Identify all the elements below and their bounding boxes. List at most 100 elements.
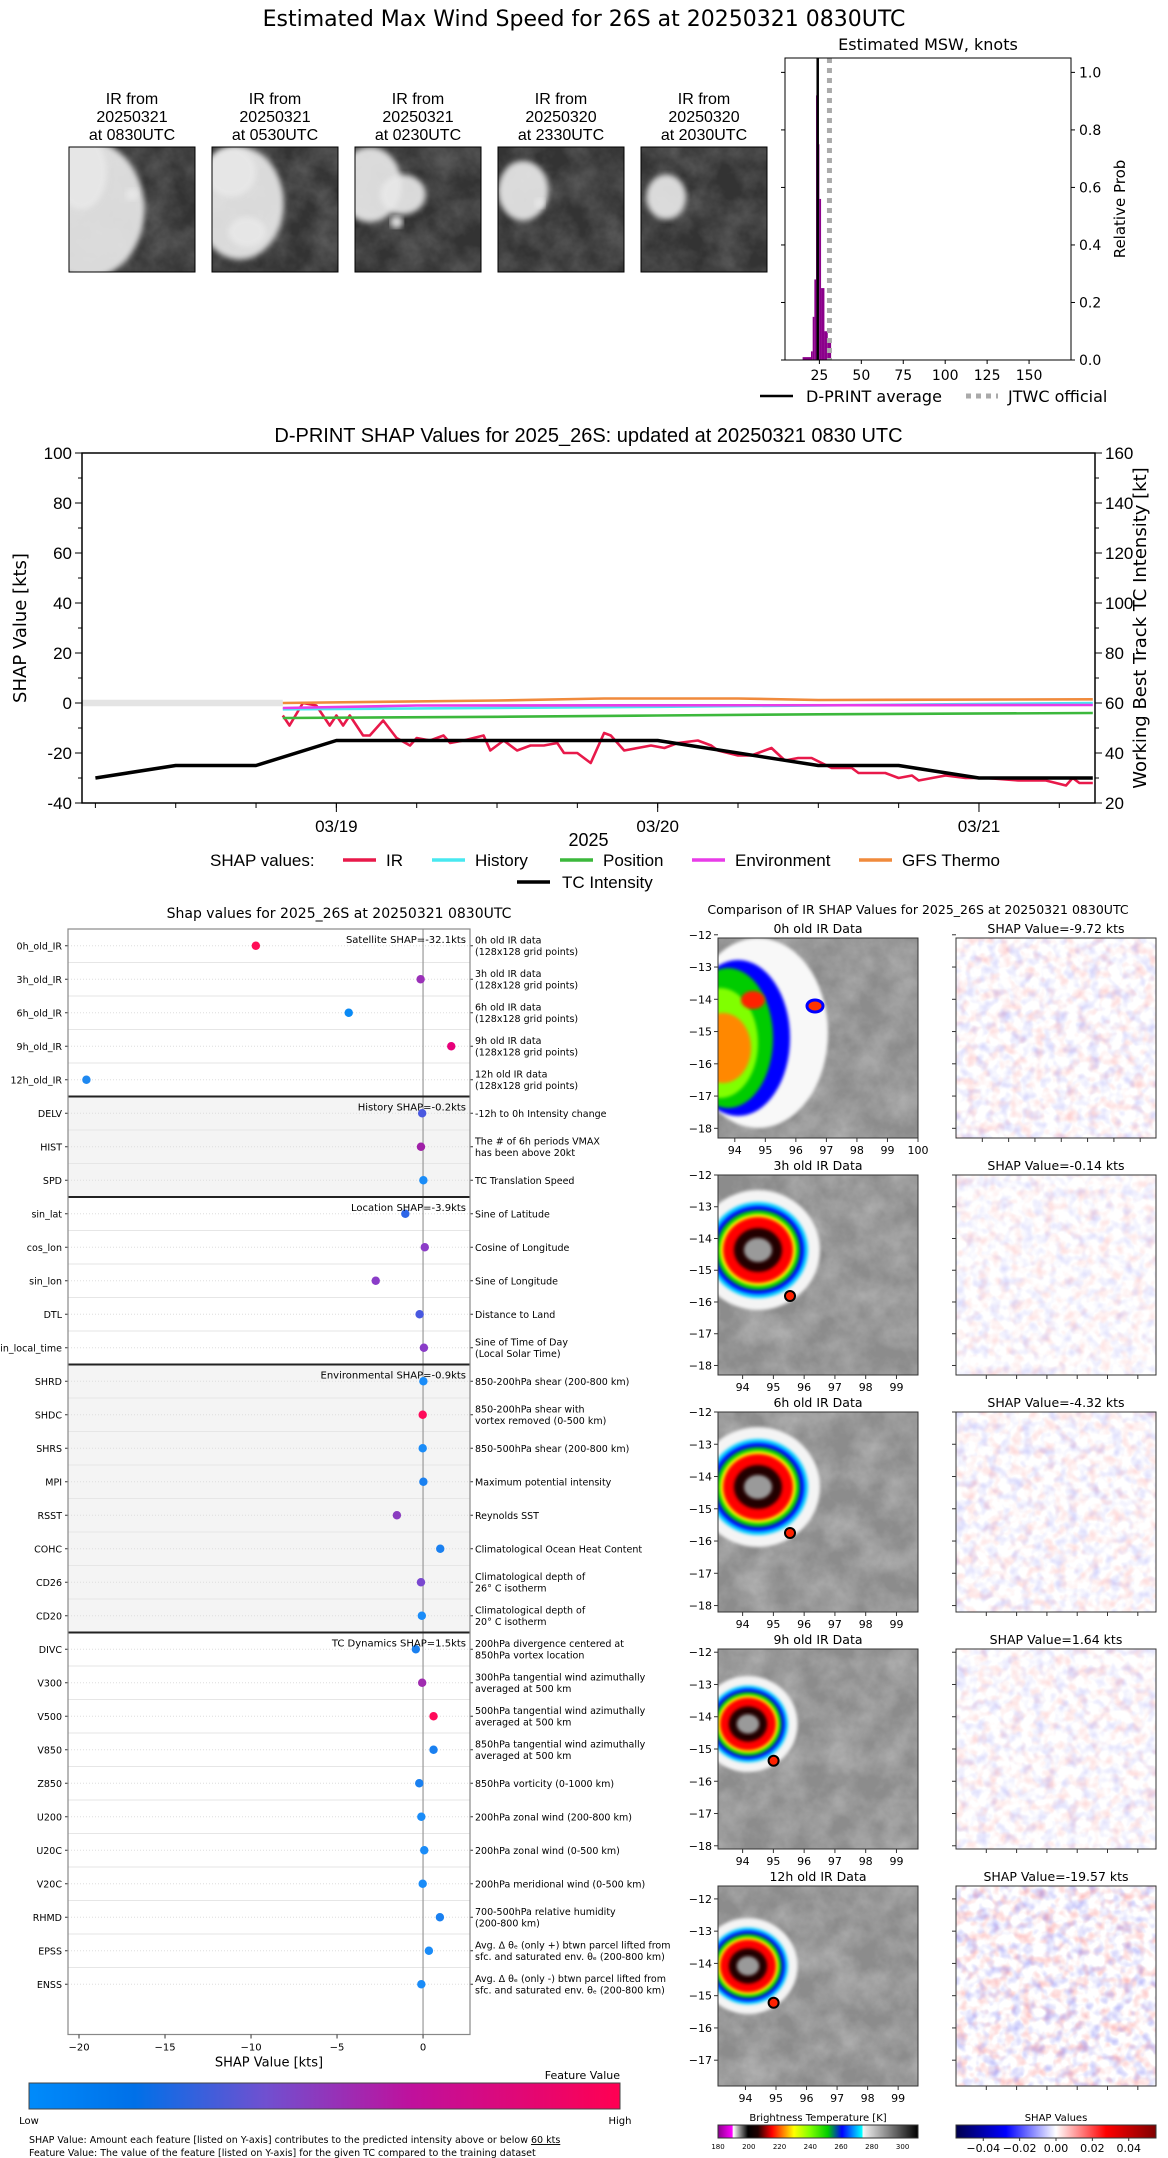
x-tick-label: 95 (766, 1855, 780, 1868)
shap-tick-label: −0.04 (966, 2142, 1000, 2155)
series-line-environment (282, 703, 1093, 710)
shap-colorbar-title: SHAP Values (1025, 2113, 1088, 2124)
ir-thumbnail (355, 147, 481, 272)
feature-dot (419, 1176, 428, 1185)
feature-label: RSST (38, 1511, 63, 1522)
y-tick-label: −12 (689, 929, 712, 942)
ir-image (718, 1649, 918, 1849)
histogram-bar (812, 316, 815, 360)
bt-tick-label: 200 (742, 2143, 755, 2151)
feature-description: 850-200hPa shear (200-800 km) (475, 1377, 629, 1388)
feature-dot (415, 1779, 424, 1788)
feature-label: 3h_old_IR (17, 975, 63, 986)
figure-title: Estimated Max Wind Speed for 26S at 2025… (263, 7, 906, 32)
shap-negative (956, 1886, 1156, 2086)
feature-label: DELV (38, 1109, 63, 1120)
feature-label: SHRD (35, 1377, 62, 1388)
group-shap-label: Location SHAP=-3.9kts (351, 1203, 466, 1214)
y-tick-label: 0.2 (1079, 295, 1101, 311)
x-tick-label: 150 (1016, 368, 1043, 384)
feature-label: U200 (37, 1812, 62, 1823)
cloud-blob (534, 198, 545, 209)
feature-dot (417, 1980, 426, 1989)
x-tick-label: 94 (736, 1618, 750, 1631)
thumbnail-label: 20250320 (668, 109, 739, 126)
feature-dot (417, 1611, 427, 1620)
bt-colorbar (717, 2124, 919, 2139)
y-tick-label: -40 (47, 794, 72, 813)
shap-tick-label: 0.00 (1044, 2142, 1069, 2155)
thumbnail-label: IR from (392, 91, 444, 108)
x-tick-label: 94 (728, 1144, 742, 1157)
feature-description: (Local Solar Time) (475, 1349, 561, 1360)
cloud-top-contour (736, 1956, 760, 1976)
feature-dot (424, 1946, 434, 1955)
feature-description: 700-500hPa relative humidity (475, 1907, 616, 1918)
feature-description: TC Translation Speed (474, 1176, 574, 1187)
ir-panel-title: 3h old IR Data (773, 1158, 862, 1173)
feature-dot (420, 1846, 429, 1855)
shap-timeseries: D-PRINT SHAP Values for 2025_26S: update… (10, 425, 1151, 892)
series-line-position (282, 711, 1093, 720)
y-tick-label: −15 (689, 1743, 712, 1756)
histogram-bar (814, 279, 817, 360)
cloud-blob (212, 147, 257, 197)
x-tick-label: 99 (889, 1618, 903, 1631)
footnote-shap-link: 60 kts (531, 2135, 560, 2146)
x-tick-label: 95 (766, 1381, 780, 1394)
shap-map (956, 1175, 1156, 1375)
y-tick-label: −14 (689, 993, 712, 1006)
feature-description: Distance to Land (475, 1310, 555, 1321)
y-tick-label: −13 (689, 1201, 712, 1214)
y-tick-label: −13 (689, 961, 712, 974)
feature-dot (371, 1276, 380, 1285)
feature-description: 850-200hPa shear with (475, 1405, 585, 1416)
y-tick-label: 80 (53, 494, 72, 513)
feature-label: COHC (34, 1544, 62, 1555)
y-right-tick-label: 80 (1105, 644, 1124, 663)
feature-label: SHRS (36, 1444, 62, 1455)
x-tick-label: 03/19 (315, 817, 358, 836)
shap-frame (955, 937, 1157, 1139)
x-tick-label: 0 (420, 2043, 426, 2054)
thumbnail-frame (497, 146, 625, 273)
shap-panel-title: SHAP Value=-9.72 kts (987, 921, 1124, 936)
series-line-tc-intensity (95, 738, 1093, 780)
y-tick-label: −12 (689, 1406, 712, 1419)
legend-label: Environment (735, 851, 831, 870)
feature-description: 26° C isotherm (475, 1584, 547, 1595)
histogram-title: Estimated MSW, knots (838, 35, 1018, 54)
feature-label: sin_lat (31, 1209, 62, 1220)
thumbnail-label: at 2330UTC (518, 127, 604, 144)
y-right-tick-label: 60 (1105, 694, 1124, 713)
y-tick-label: −12 (689, 1646, 712, 1659)
y-tick-label: −14 (689, 1711, 712, 1724)
colorbar-title: Feature Value (545, 2069, 621, 2082)
y-tick-label: −17 (689, 1567, 712, 1580)
ir-image (718, 1886, 918, 2086)
shap-panel-title: SHAP Value=-0.14 kts (987, 1158, 1124, 1173)
y-tick-label: −18 (689, 1840, 712, 1853)
y-right-tick-label: 100 (1105, 594, 1133, 613)
feature-label: V500 (37, 1712, 62, 1723)
x-tick-label: 94 (736, 1381, 750, 1394)
y-tick-label: −15 (689, 1264, 712, 1277)
x-tick-label: 99 (880, 1144, 894, 1157)
y-tick-label: −16 (689, 1296, 712, 1309)
shap-map (956, 1412, 1156, 1612)
feature-dot (429, 1745, 438, 1754)
cloud-top-contour (718, 1013, 751, 1083)
feature-dot (417, 1812, 426, 1821)
thumbnail-label: at 0530UTC (232, 127, 318, 144)
feature-dot (416, 1578, 426, 1587)
feature-dot (411, 1645, 421, 1654)
x-tick-label: 94 (738, 2092, 752, 2105)
feature-dot (416, 975, 425, 984)
y-tick-label: −16 (689, 2022, 712, 2035)
feature-description: 200hPa zonal wind (0-500 km) (475, 1846, 620, 1857)
shap-map (956, 1649, 1156, 1849)
y-right-tick-label: 160 (1105, 444, 1133, 463)
y-tick-label: 0.4 (1079, 238, 1101, 254)
feature-description: 3h old IR data (475, 969, 541, 980)
thumbnail-label: IR from (535, 91, 587, 108)
